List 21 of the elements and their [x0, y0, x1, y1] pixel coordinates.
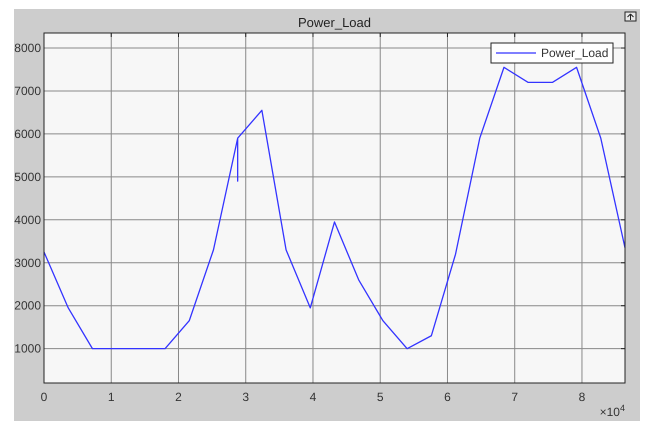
- y-tick-label: 1000: [14, 342, 42, 356]
- y-tick-label: 5000: [14, 170, 42, 184]
- y-tick-label: 8000: [14, 41, 42, 56]
- y-tick-label: 4000: [14, 212, 42, 227]
- x-tick-label: 7: [511, 390, 518, 404]
- x-tick-label: 3: [242, 390, 250, 404]
- text: ×10$^{4}$: [600, 403, 625, 419]
- legend-label: Power_Load: [541, 46, 608, 60]
- x-tick-label: 8: [578, 390, 586, 404]
- y-tick-label: 2000: [14, 298, 42, 313]
- y-tick-label: 7000: [14, 84, 42, 98]
- chart-title: Power_Load: [298, 15, 371, 30]
- line-series: [43, 66, 626, 350]
- x-tick-label: 1: [108, 390, 115, 404]
- x-tick-label: 2: [175, 390, 182, 404]
- x-tick-label: 0: [40, 390, 48, 404]
- x-tick-label: 4: [310, 390, 317, 404]
- x-tick-label: 5: [376, 390, 384, 404]
- y-tick-label: 6000: [14, 126, 42, 141]
- y-tick-label: 3000: [14, 256, 42, 270]
- x-tick-label: 6: [444, 390, 452, 404]
